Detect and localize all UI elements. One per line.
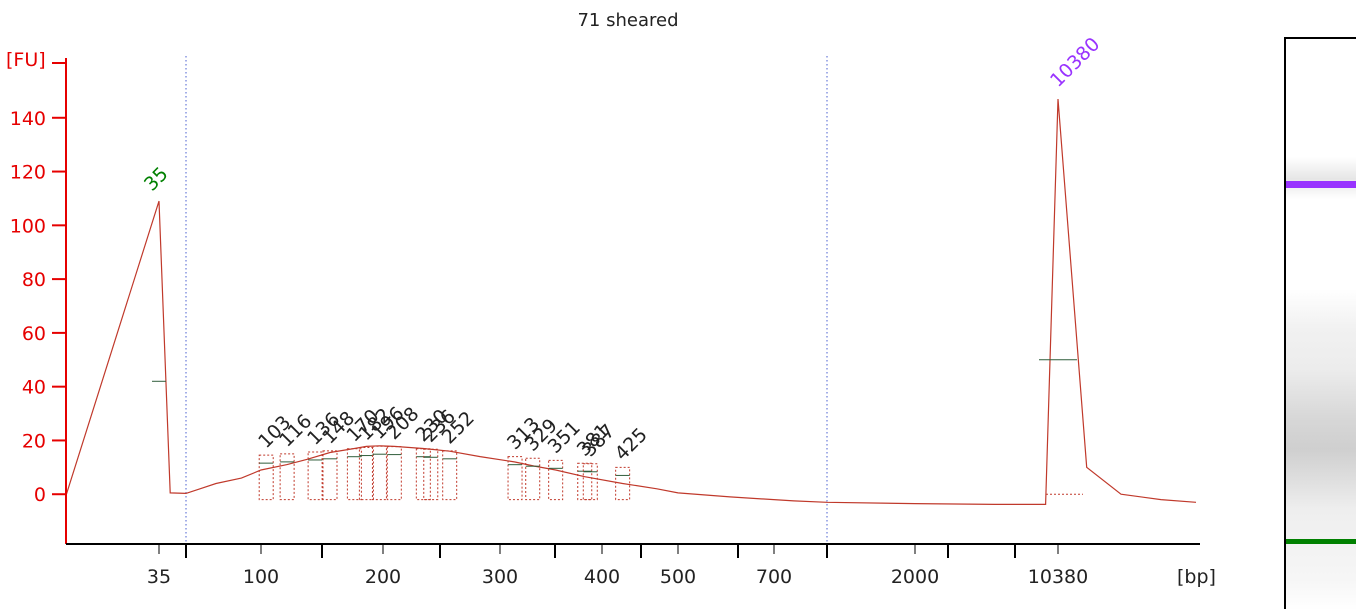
y-tick-label: 60	[22, 323, 46, 345]
x-tick-label: 200	[365, 566, 401, 588]
fragment-peak-box	[346, 448, 362, 501]
fragment-peak-box	[258, 454, 274, 501]
x-tick-label: 100	[243, 566, 279, 588]
y-tick-label: 140	[10, 108, 46, 130]
fragment-peak-box	[615, 466, 631, 501]
upper-marker-band	[1286, 181, 1356, 188]
upper-marker-label: 10380	[1046, 33, 1104, 91]
y-tick-label: 0	[34, 484, 46, 506]
x-tick-label: 400	[584, 566, 620, 588]
y-tick-label: 20	[22, 430, 46, 452]
y-axis-label: [FU]	[6, 49, 46, 71]
lower-marker-label: 35	[140, 163, 173, 196]
fragment-peak-box	[582, 463, 598, 501]
fragment-peak-label: 425	[611, 424, 652, 465]
electropherogram-chart: 71 sheared 0 20 40 60 80 100 120 140 35 100 200 300…	[6, 10, 1216, 588]
fragment-peak-box	[386, 446, 402, 501]
trace-line	[65, 98, 1197, 505]
fragment-peak-box	[371, 445, 387, 501]
x-tick-label: 500	[660, 566, 696, 588]
chart-title: 71 sheared	[577, 10, 678, 31]
x-tick-label: 300	[482, 566, 518, 588]
fragment-peak-box	[415, 448, 431, 501]
x-tick-label: 700	[756, 566, 792, 588]
fragment-peak-box	[358, 447, 374, 501]
lower-marker-band	[1286, 539, 1356, 544]
x-tick-label: 2000	[891, 566, 939, 588]
y-tick-label: 80	[22, 269, 46, 291]
fragment-peak-box	[577, 462, 593, 501]
fragment-peak-box	[442, 450, 458, 501]
fragment-peak-box	[279, 453, 295, 501]
x-tick-label: 10380	[1028, 566, 1088, 588]
fragment-peak-box	[307, 451, 323, 501]
x-tick-label: 35	[147, 566, 171, 588]
fragment-peak-box	[507, 456, 523, 501]
y-tick-label: 100	[10, 215, 46, 237]
y-tick-label: 120	[10, 162, 46, 184]
y-tick-label: 40	[22, 377, 46, 399]
x-axis-label: [bp]	[1177, 566, 1216, 588]
gel-image-lane	[1284, 37, 1356, 609]
fragment-peak-box	[322, 450, 338, 501]
fragment-peak-box	[548, 459, 564, 501]
